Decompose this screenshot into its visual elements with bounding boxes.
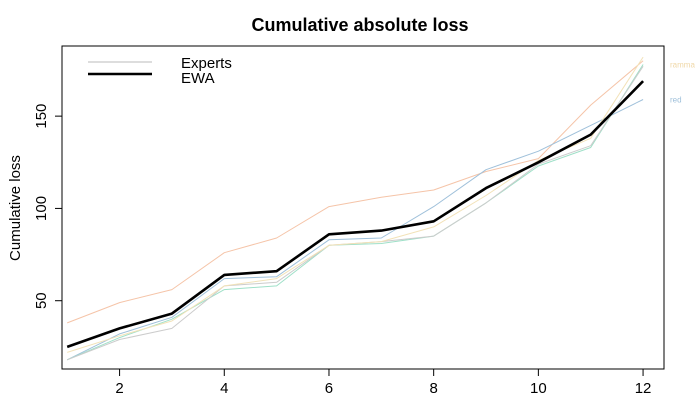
x-tick-label: 12 (635, 380, 652, 397)
series-line-expert (67, 64, 644, 361)
y-axis: 50 100 150 (33, 104, 63, 309)
chart-title: Cumulative absolute loss (251, 15, 468, 35)
y-tick-label: 100 (33, 196, 50, 221)
x-tick-label: 2 (115, 380, 123, 397)
series-line-expert (67, 66, 644, 361)
y-tick-label: 50 (33, 292, 50, 309)
series-line-expert (66, 99, 644, 361)
series-end-label: ramma (670, 60, 695, 69)
series-end-label: red (670, 96, 682, 105)
x-tick-label: 6 (325, 380, 333, 397)
legend-label-experts: Experts (181, 55, 232, 72)
legend: Experts EWA (88, 55, 232, 87)
x-tick-label: 4 (220, 380, 228, 397)
series-line-expert (67, 56, 644, 353)
y-tick-label: 150 (33, 104, 50, 129)
x-axis: 2 4 6 8 10 12 (115, 368, 652, 397)
series-end-labels: ramma red (670, 60, 695, 104)
series-line-ewa (66, 80, 645, 349)
series-line-expert (67, 60, 644, 324)
plot-frame (61, 45, 665, 370)
x-tick-label: 8 (429, 380, 437, 397)
y-axis-label: Cumulative loss (7, 155, 24, 261)
x-tick-label: 10 (530, 380, 547, 397)
series-lines (66, 56, 645, 361)
legend-label-ewa: EWA (181, 70, 215, 87)
